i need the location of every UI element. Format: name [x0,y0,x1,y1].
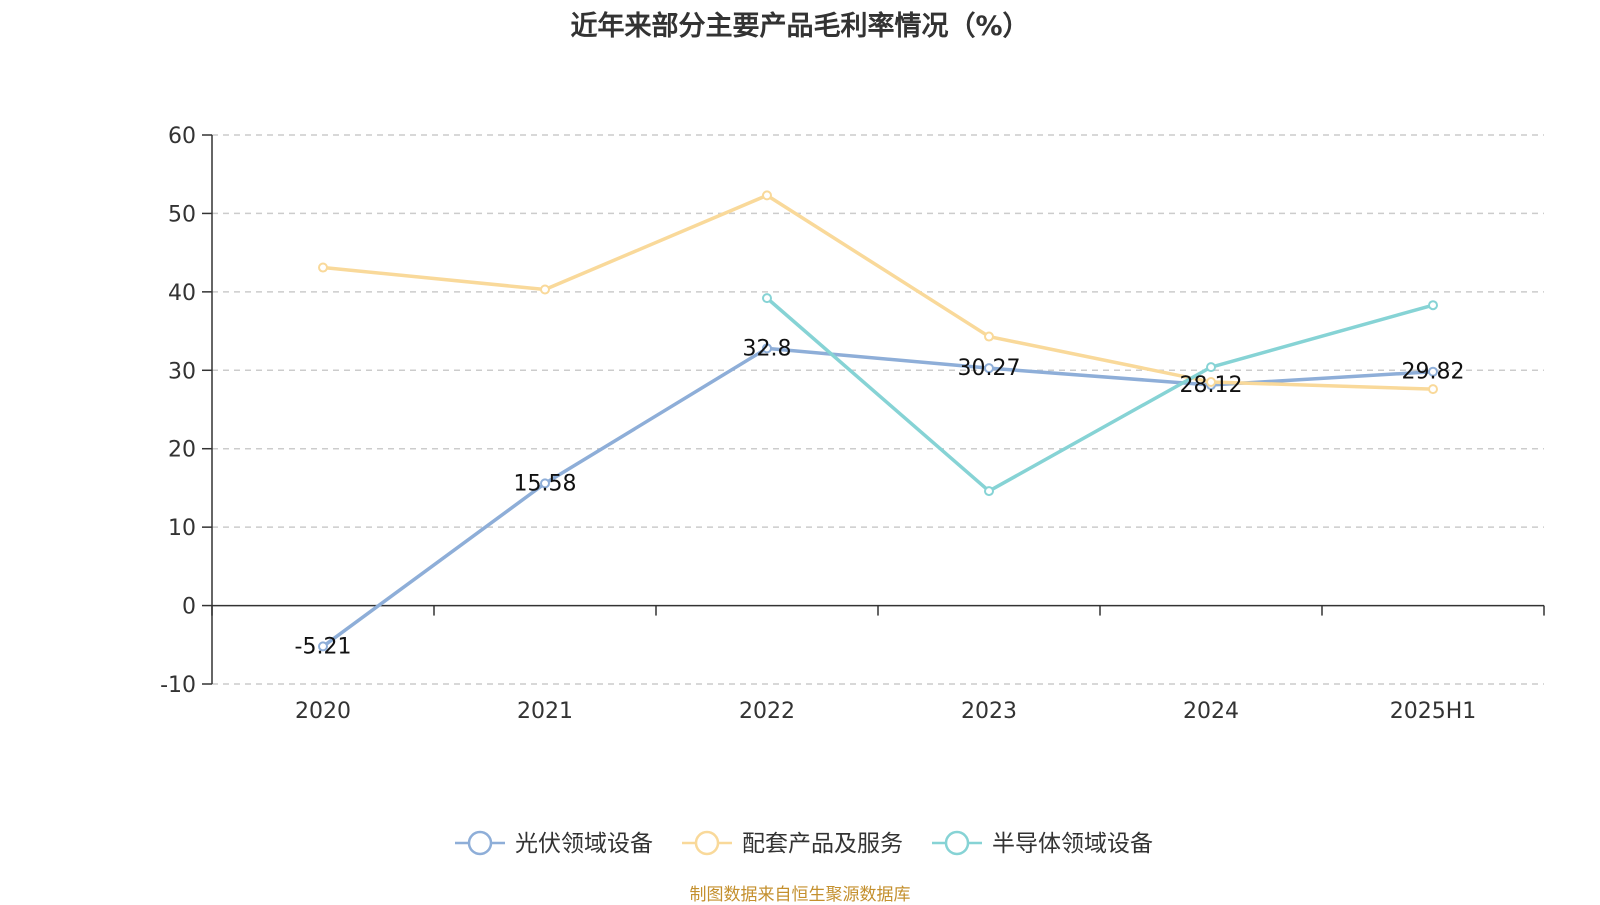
axes [211,135,1544,684]
legend-marker [467,830,493,856]
x-tick-label: 2023 [961,699,1017,724]
y-tick-label: 30 [168,359,196,384]
data-point [1206,377,1216,388]
y-tick-label: 0 [182,595,196,620]
y-tick-label: -10 [160,673,196,698]
legend-item-0[interactable]: 光伏领域设备 [455,830,653,857]
data-label: 30.27 [958,356,1021,381]
series-lines [318,190,1438,652]
data-labels: -5.21 15.58 32.8 30.27 28.12 29.82 [295,336,1465,659]
legend-item-1[interactable]: 配套产品及服务 [682,830,903,857]
data-source-note: 制图数据来自恒生聚源数据库 [689,885,911,905]
legend-item-2[interactable]: 半导体领域设备 [932,830,1153,857]
series-line-1 [322,193,1434,391]
data-point [1428,366,1438,377]
data-point [984,363,994,374]
x-axis-ticks: 2020 2021 2022 2023 2024 2025H1 [211,605,1545,724]
x-tick-label: 2024 [1183,699,1239,724]
y-tick-label: 10 [168,516,196,541]
series-line-2 [765,296,1434,493]
x-tick-label: 2021 [517,699,573,724]
y-tick-label: 50 [168,202,196,227]
data-point [318,262,328,273]
y-tick-label: 40 [168,281,196,306]
legend-label: 半导体领域设备 [992,831,1153,857]
data-point [540,478,550,489]
data-label: 15.58 [514,471,577,496]
data-point [540,284,550,295]
data-label: 28.12 [1180,373,1243,398]
data-point [1428,300,1438,311]
legend-marker [694,830,720,856]
gridlines [212,134,1544,685]
y-axis-ticks: -10 0 10 20 30 40 50 60 [160,124,212,698]
data-point [1428,384,1438,395]
data-point [984,486,994,497]
data-label: 29.82 [1402,360,1465,385]
y-tick-label: 60 [168,124,196,149]
data-label: -5.21 [295,634,352,659]
x-tick-label: 2025H1 [1390,699,1477,724]
y-tick-label: 20 [168,438,196,463]
data-point [762,190,772,201]
legend-label: 光伏领域设备 [515,831,653,857]
x-tick-label: 2022 [739,699,795,724]
data-point [762,293,772,304]
x-tick-label: 2020 [295,699,351,724]
data-point [762,343,772,354]
chart-title: 近年来部分主要产品毛利率情况（%） [570,11,1030,42]
data-point [984,331,994,342]
legend: 光伏领域设备 配套产品及服务 半导体领域设备 [455,830,1153,857]
data-point [318,641,328,652]
legend-label: 配套产品及服务 [742,831,903,857]
data-point [1206,362,1216,373]
data-label: 32.8 [743,336,792,361]
legend-marker [944,830,970,856]
